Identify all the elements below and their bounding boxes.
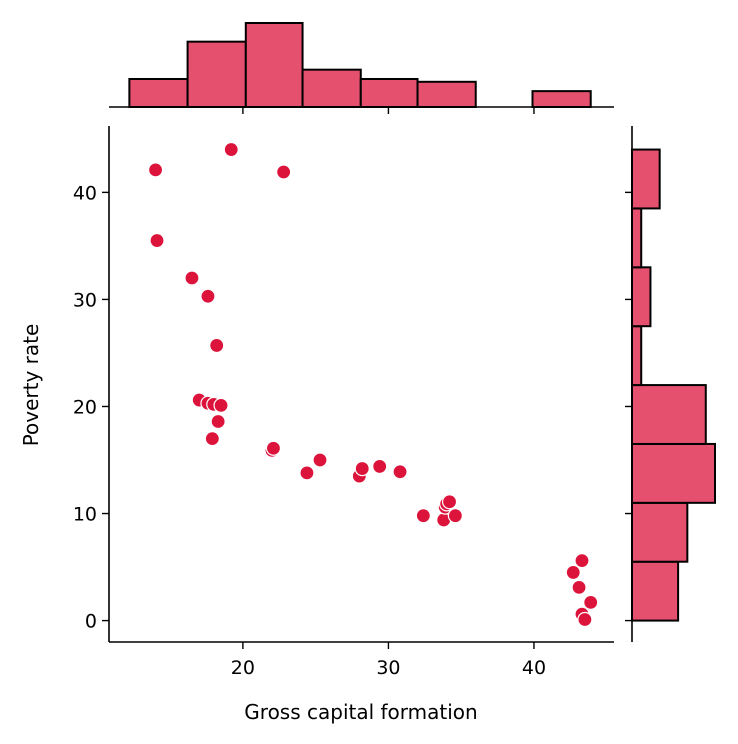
scatter-points [147, 141, 599, 628]
x-tick-label: 30 [376, 657, 400, 679]
scatter-point [147, 162, 164, 178]
y-hist-bar [631, 384, 707, 445]
y-axis-label: Poverty rate [19, 324, 43, 447]
scatter-point [213, 397, 229, 414]
y-tick-label: 30 [73, 289, 97, 311]
x-hist-bar [359, 78, 419, 108]
y-hist-bar [631, 501, 689, 563]
axes: 20 30 40 0 10 20 30 40 [73, 107, 632, 679]
y-hist-bar [631, 148, 661, 210]
y-hist-bar [631, 442, 716, 504]
scatter-point [392, 464, 408, 480]
y-hist-bar [631, 266, 652, 328]
scatter-point [565, 564, 581, 581]
x-tick-label: 40 [522, 657, 546, 679]
x-hist-bar [416, 80, 477, 109]
x-hist-bar [301, 68, 362, 108]
x-hist-bar [128, 78, 189, 108]
scatter-point [312, 452, 328, 468]
scatter-point [583, 594, 599, 610]
y-tick-label: 0 [85, 611, 97, 633]
scatter-point [577, 611, 593, 628]
y-tick-label: 10 [73, 504, 97, 526]
scatter-point [184, 270, 200, 286]
scatter-point [200, 288, 216, 304]
y-hist-bar [631, 207, 643, 269]
y-marginal-histogram [631, 126, 716, 642]
scatter-point [149, 232, 165, 249]
scatter-point [209, 337, 225, 354]
x-tick-label: 20 [231, 657, 255, 679]
scatter-point [372, 458, 388, 475]
x-hist-bar [244, 22, 304, 108]
scatter-point [276, 164, 292, 180]
scatter-point [415, 508, 431, 524]
scatter-point [571, 579, 587, 596]
scatter-point [265, 440, 282, 456]
x-hist-bar [531, 90, 592, 108]
y-tick-label: 40 [73, 182, 97, 204]
y-hist-bar [631, 560, 680, 622]
scatter-point [441, 494, 458, 510]
x-marginal-histogram [109, 22, 614, 109]
x-axis-label: Gross capital formation [244, 700, 477, 724]
x-hist-bar [186, 40, 247, 109]
scatter-point [447, 508, 463, 524]
scatter-point [299, 465, 315, 481]
scatter-point [354, 460, 370, 477]
y-tick-label: 20 [73, 396, 97, 418]
scatter-point [223, 141, 239, 158]
scatter-point [574, 553, 590, 569]
scatter-point [210, 413, 226, 430]
scatter-point [204, 430, 220, 447]
y-hist-bar [631, 325, 643, 387]
